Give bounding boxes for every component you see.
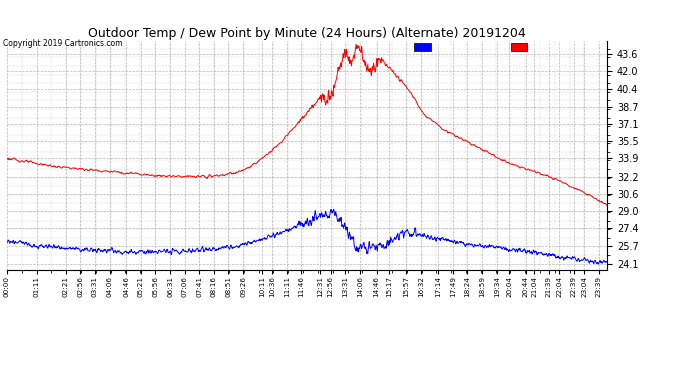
Title: Outdoor Temp / Dew Point by Minute (24 Hours) (Alternate) 20191204: Outdoor Temp / Dew Point by Minute (24 H…	[88, 27, 526, 40]
Legend: Dew Point (°F), Temperature (°F): Dew Point (°F), Temperature (°F)	[413, 41, 603, 53]
Text: Copyright 2019 Cartronics.com: Copyright 2019 Cartronics.com	[3, 39, 123, 48]
